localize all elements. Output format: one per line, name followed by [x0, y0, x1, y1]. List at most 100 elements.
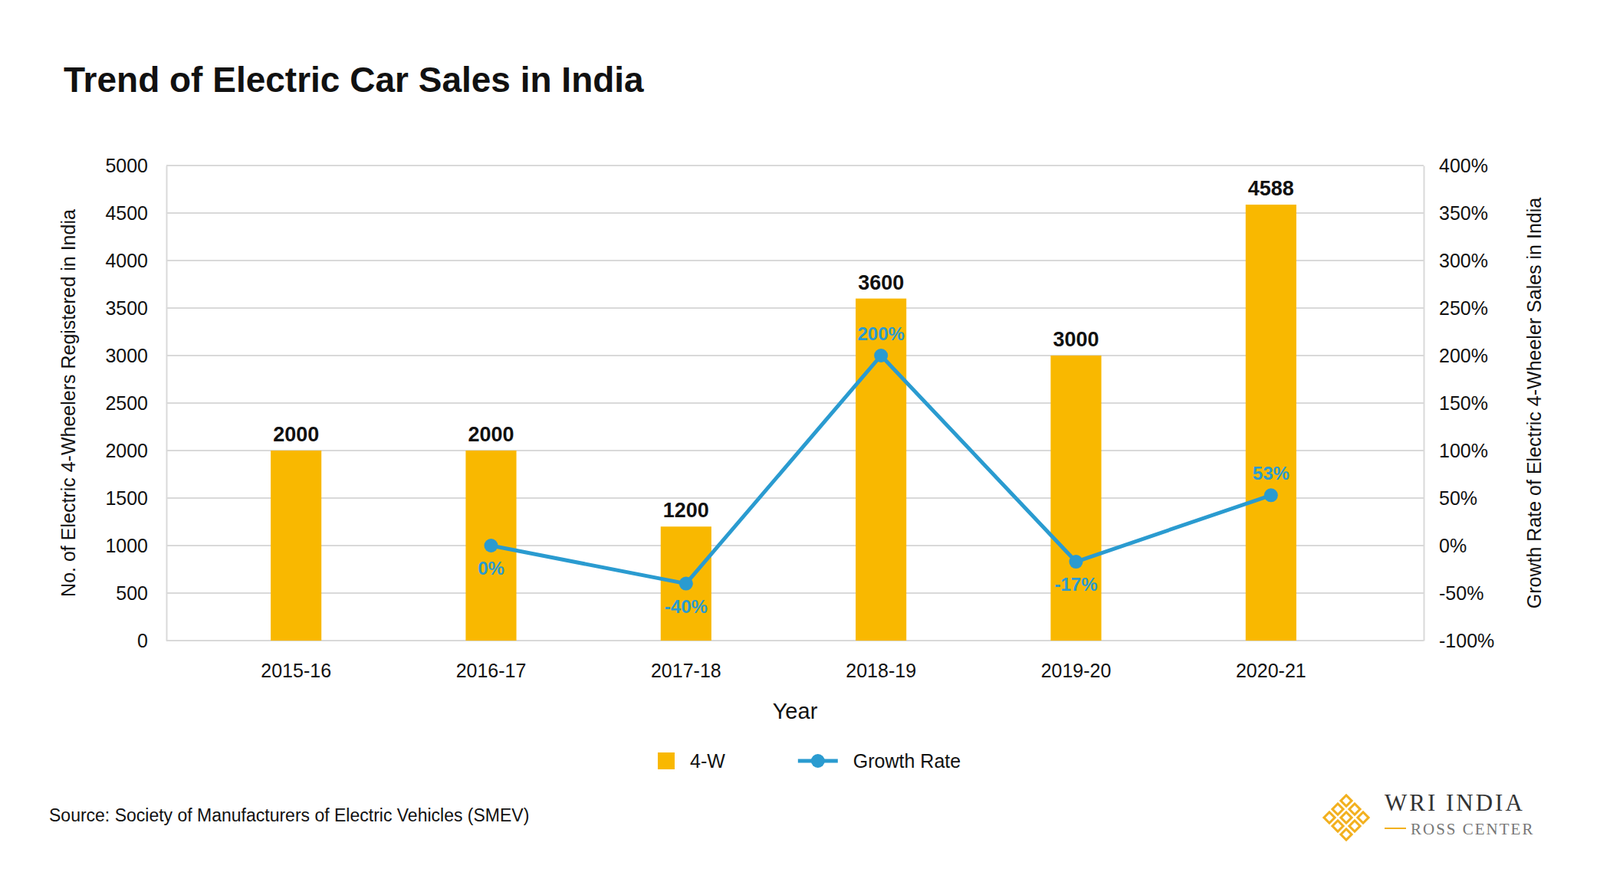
x-tick: 2017-18 — [650, 640, 722, 682]
x-axis-line — [166, 640, 1424, 642]
y2-tick-label: -50% — [1439, 582, 1484, 605]
x-tick: 2016-17 — [456, 640, 527, 682]
y2-tick-label: 200% — [1439, 344, 1489, 367]
logo-icon-part — [1340, 795, 1352, 807]
bar-label: 3000 — [1052, 328, 1099, 352]
grid-line — [166, 402, 1424, 405]
legend-label: Growth Rate — [853, 750, 961, 773]
y2-tick: 200% — [1423, 344, 1489, 367]
y-tick-label: 3500 — [105, 297, 148, 319]
y-tick-label: 4500 — [105, 202, 148, 224]
legend-marker — [811, 754, 825, 769]
y-tick: 0 — [137, 630, 167, 652]
y-tick-label: 0 — [137, 630, 148, 652]
grid-line — [166, 307, 1424, 309]
logo-rule — [1384, 827, 1407, 830]
y2-tick-label: 400% — [1439, 154, 1489, 177]
bar-label: 2000 — [467, 423, 514, 447]
bar — [270, 450, 322, 641]
line-marker — [679, 577, 694, 592]
line-marker — [484, 538, 499, 553]
x-tick: 2018-19 — [845, 640, 917, 682]
y2-tick: 400% — [1423, 154, 1489, 177]
grid-line — [166, 640, 1424, 642]
y-tick: 1500 — [105, 487, 167, 510]
y2-tick-label: 0% — [1439, 535, 1467, 557]
x-tick-label: 2019-20 — [1041, 660, 1112, 682]
logo-icon-part — [1340, 812, 1352, 824]
y-axis-title: No. of Electric 4-Wheelers Registered in… — [57, 209, 79, 598]
y2-axis-line — [1423, 166, 1426, 642]
bar — [855, 298, 907, 641]
y-tick: 3500 — [105, 297, 167, 319]
x-tick-label: 2015-16 — [260, 660, 332, 682]
bar — [465, 450, 516, 641]
x-tick-label: 2020-21 — [1235, 660, 1307, 682]
logo-icon-part — [1332, 821, 1344, 832]
logo-center: ROSS CENTER — [1410, 820, 1535, 839]
grid-line — [166, 259, 1424, 262]
legend: 4-W Growth Rate — [657, 750, 961, 773]
bar-series — [270, 204, 1297, 641]
bar-label: 3600 — [857, 271, 904, 295]
y2-tick: -100% — [1423, 630, 1495, 652]
bar-label: 1200 — [663, 499, 710, 523]
background — [0, 0, 1600, 872]
bar-label: 4588 — [1248, 177, 1295, 201]
y2-axis-title: Growth Rate of Electric 4-Wheeler Sales … — [1523, 197, 1545, 609]
logo-icon-part — [1332, 804, 1344, 815]
line — [491, 355, 1272, 585]
grid-line — [166, 545, 1424, 547]
y2-tick: 350% — [1423, 202, 1489, 224]
logo-icon-part — [1357, 812, 1369, 824]
y-tick-label: 1500 — [105, 487, 148, 510]
y2-tick: 50% — [1423, 487, 1478, 510]
y2-tick: -50% — [1423, 582, 1484, 605]
y2-tick: 300% — [1423, 249, 1489, 272]
grid-line — [166, 164, 1424, 167]
line-label: -17% — [1054, 574, 1098, 595]
y2-tick: 100% — [1423, 440, 1489, 462]
logo-icon-part — [1324, 812, 1335, 824]
y-axis: 0500100015002000250030003500400045005000 — [105, 154, 167, 652]
legend-label: 4-W — [689, 750, 726, 773]
logo-icon-part — [1349, 804, 1361, 815]
line-series — [484, 348, 1279, 592]
y-tick: 4500 — [105, 202, 167, 224]
logo-name: WRI INDIA — [1384, 789, 1525, 817]
line-label: -40% — [664, 596, 708, 618]
x-axis: 2015-16 2016-17 2017-18 2018-19 2019-20 2020-… — [166, 640, 1424, 682]
x-tick-label: 2017-18 — [650, 660, 722, 682]
legend-item: 4-W — [657, 750, 726, 773]
logo-icon-part — [1340, 829, 1352, 841]
y-tick: 2000 — [105, 440, 167, 462]
y-tick-label: 2500 — [105, 392, 148, 414]
line-label: 53% — [1252, 463, 1290, 484]
y2-tick-label: -100% — [1439, 630, 1495, 652]
y-tick-label: 500 — [115, 582, 148, 605]
x-tick: 2015-16 — [260, 640, 332, 682]
y2-tick-label: 100% — [1439, 440, 1489, 462]
y-tick: 2500 — [105, 392, 167, 414]
y-tick: 5000 — [105, 154, 167, 177]
grid-line — [166, 212, 1424, 214]
line-label: 200% — [857, 323, 904, 345]
y-tick-label: 3000 — [105, 344, 148, 367]
grid — [166, 165, 1424, 641]
y2-tick-label: 250% — [1439, 297, 1489, 319]
y2-tick: 250% — [1423, 297, 1489, 319]
data-labels: 2000200012003600300045880%-40%200%-17%53… — [272, 177, 1295, 618]
y2-tick-label: 300% — [1439, 249, 1489, 272]
y-tick-label: 2000 — [105, 440, 148, 462]
x-tick: 2019-20 — [1041, 640, 1112, 682]
y2-tick: 150% — [1423, 392, 1489, 414]
chart-root: Trend of Electric Car Sales in India0500… — [0, 0, 1600, 872]
y-tick-label: 5000 — [105, 154, 148, 177]
bar — [660, 526, 712, 641]
source-note: Source: Society of Manufacturers of Elec… — [49, 805, 529, 826]
y2-tick: 0% — [1423, 535, 1467, 557]
bar — [1245, 204, 1297, 641]
y-axis-line — [166, 166, 168, 642]
x-tick: 2020-21 — [1235, 640, 1307, 682]
y-tick-label: 1000 — [105, 535, 148, 557]
